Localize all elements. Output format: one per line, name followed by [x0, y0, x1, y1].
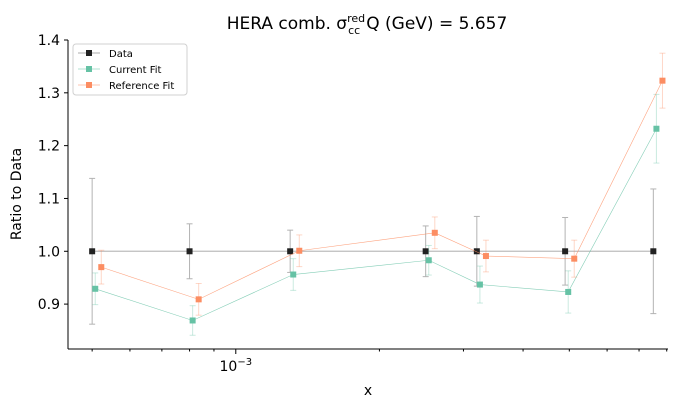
data-point [659, 77, 666, 84]
legend-marker [86, 66, 92, 72]
x-ticks: 10−3 [91, 349, 668, 375]
series-reference-fit [98, 52, 666, 316]
data-point [565, 288, 572, 295]
series-data [89, 177, 657, 325]
legend-label: Data [109, 49, 133, 60]
legend-label: Current Fit [109, 65, 162, 76]
plot-area [89, 52, 666, 336]
y-tick-label: 1.2 [38, 139, 60, 155]
data-point [422, 248, 429, 255]
series-line [101, 80, 663, 300]
legend-box [72, 43, 188, 96]
legend-marker [86, 50, 92, 56]
y-tick-label: 1.4 [38, 33, 60, 49]
data-point [425, 257, 432, 264]
data-point [562, 248, 569, 255]
data-point [476, 281, 483, 288]
data-point [287, 248, 294, 255]
data-point [186, 248, 193, 255]
data-point [89, 248, 96, 255]
y-tick-label: 1.0 [38, 244, 60, 260]
data-point [290, 271, 297, 278]
x-tick-label: 10−3 [220, 357, 253, 375]
series-line [95, 128, 657, 321]
x-axis-label: x [364, 383, 372, 399]
data-point [650, 248, 657, 255]
chart-title: HERA comb. σred cc Q (GeV) = 5.657 [227, 12, 508, 37]
data-point [571, 255, 578, 262]
data-point [98, 264, 105, 271]
data-point [92, 285, 99, 292]
data-point [473, 248, 480, 255]
data-point [482, 253, 489, 260]
legend-marker [86, 82, 92, 88]
y-tick-label: 1.1 [38, 191, 60, 207]
data-point [296, 247, 303, 254]
data-point [195, 296, 202, 303]
legend-label: Reference Fit [109, 81, 174, 92]
y-tick-label: 1.3 [38, 86, 60, 102]
y-ticks: 0.9 1.0 1.1 1.2 1.3 1.4 [38, 33, 68, 313]
legend: Data Current Fit Reference Fit [72, 43, 188, 96]
y-axis-label: Ratio to Data [9, 148, 25, 240]
data-point [189, 317, 196, 324]
data-point [431, 229, 438, 236]
data-point [653, 125, 660, 132]
series-current-fit [92, 93, 660, 336]
y-tick-label: 0.9 [38, 297, 60, 313]
